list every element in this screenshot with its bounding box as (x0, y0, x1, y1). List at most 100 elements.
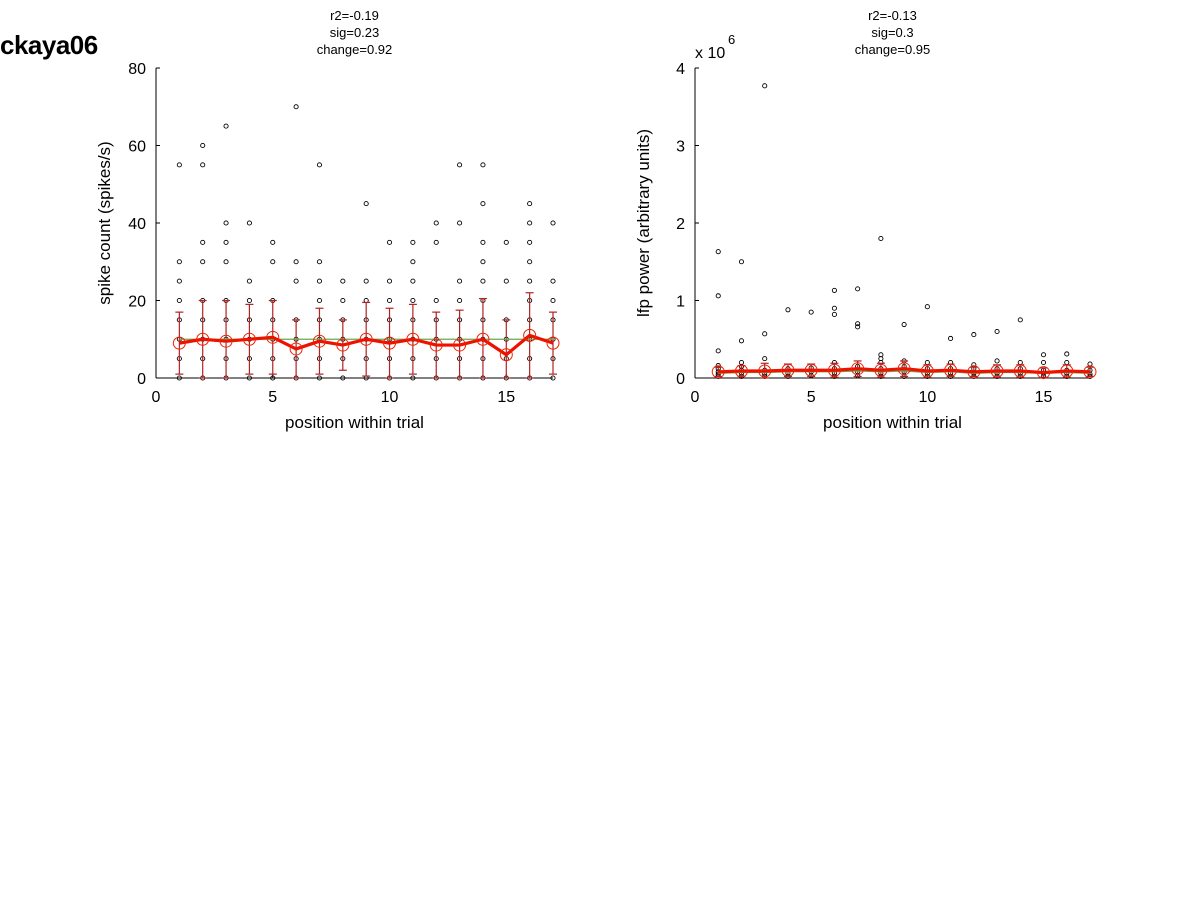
data-point (527, 239, 533, 245)
data-point (200, 162, 206, 168)
data-point (994, 328, 1000, 335)
data-point (176, 162, 182, 168)
mean-marker (289, 342, 303, 356)
y-tick-label: 0 (676, 371, 685, 388)
mean-marker (734, 364, 748, 378)
data-point (831, 311, 837, 318)
data-point (715, 348, 721, 354)
mean-marker (499, 348, 513, 362)
data-point (316, 375, 323, 381)
data-point (480, 259, 486, 265)
data-point (340, 297, 346, 304)
mean-marker (944, 363, 958, 377)
mean-marker (827, 363, 841, 377)
data-point (176, 375, 182, 381)
data-point (316, 259, 323, 265)
data-point (270, 375, 276, 381)
mean-marker (874, 363, 888, 377)
data-point (715, 293, 721, 299)
y-tick-label: 0 (137, 371, 146, 388)
data-point (715, 249, 721, 255)
mean-line (718, 367, 1091, 375)
y-tick-label: 1 (676, 294, 685, 311)
data-point (457, 278, 463, 284)
chart-title-line: sig=0.23 (330, 25, 380, 40)
data-point (293, 278, 299, 284)
mean-marker (758, 364, 772, 378)
data-point (550, 278, 556, 284)
mean-marker (804, 363, 818, 377)
y-tick-label: 4 (676, 61, 685, 78)
data-point (457, 297, 463, 304)
data-point (386, 297, 393, 304)
y-tick-label: 2 (676, 216, 685, 233)
mean-marker (172, 336, 186, 350)
mean-marker (242, 332, 256, 346)
mean-marker (851, 362, 865, 376)
y-axis-label: spike count (spikes/s) (95, 141, 114, 304)
data-point (457, 220, 463, 226)
data-point (223, 220, 229, 226)
data-point (1017, 317, 1023, 323)
data-point (808, 309, 814, 315)
data-point (527, 259, 533, 265)
chart-title-line: r2=-0.13 (868, 8, 917, 23)
data-point (948, 335, 954, 342)
data-point (246, 297, 252, 304)
data-point (971, 332, 977, 338)
mean-marker (711, 365, 725, 379)
data-point (855, 324, 861, 330)
data-point (200, 259, 206, 265)
mean-marker (359, 332, 373, 346)
data-point (340, 375, 346, 381)
data-point (246, 375, 252, 381)
chart-spike-count: r2=-0.19 sig=0.23 change=0.92 0 5 10 15 0 20 40 60… (95, 8, 560, 432)
data-point (1017, 359, 1023, 366)
mean-marker (312, 334, 326, 348)
data-point (1040, 359, 1047, 366)
chart-title-line: r2=-0.19 (330, 8, 379, 23)
data-point (878, 235, 884, 242)
mean-marker (476, 332, 490, 346)
data-point (386, 239, 393, 245)
data-point (527, 201, 533, 207)
x-tick-label: 15 (1035, 389, 1053, 406)
data-point (831, 305, 837, 311)
mean-marker (781, 363, 795, 377)
data-point (855, 321, 861, 327)
y-exponent-label: x 10 (695, 45, 725, 62)
mean-marker (1083, 365, 1097, 379)
data-point (246, 278, 252, 284)
data-point (340, 278, 346, 284)
data-point (293, 259, 299, 265)
data-point (924, 304, 930, 310)
data-point (901, 321, 907, 328)
data-point (527, 278, 533, 284)
data-point (738, 259, 745, 265)
data-point (855, 286, 861, 292)
mean-marker (1013, 364, 1027, 378)
data-point (785, 307, 791, 313)
data-point (831, 287, 837, 293)
x-axis-label: position within trial (823, 413, 962, 432)
data-point (738, 338, 745, 344)
mean-marker (383, 336, 397, 350)
data-point (550, 297, 556, 304)
data-point (223, 123, 229, 129)
data-point (503, 239, 509, 245)
data-point (480, 278, 486, 284)
mean-marker (336, 338, 350, 352)
y-tick-label: 40 (128, 216, 146, 233)
y-tick-label: 3 (676, 139, 685, 156)
mean-marker (219, 334, 233, 348)
data-point (246, 220, 252, 226)
figure-label: ckaya06 (0, 30, 98, 60)
data-point (176, 278, 182, 284)
x-tick-label: 15 (497, 389, 515, 406)
y-axis-label: lfp power (arbitrary units) (634, 129, 653, 317)
data-point (200, 239, 206, 245)
data-point (503, 278, 509, 284)
x-tick-label: 5 (268, 389, 277, 406)
data-point (924, 359, 930, 366)
